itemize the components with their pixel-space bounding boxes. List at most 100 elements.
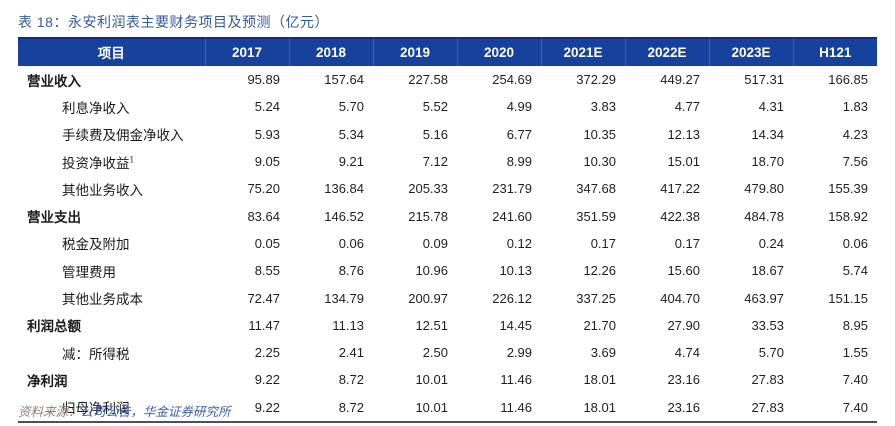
cell-value: 2.99 (506, 345, 532, 361)
cell-value: 1.55 (842, 345, 868, 361)
table-row: 其他业务成本 72.47 134.79 200.97 226.12 337.25 404.7… (18, 284, 877, 311)
cell-value: 15.60 (667, 263, 700, 279)
cell-value: 10.35 (583, 126, 616, 142)
cell-value: 205.33 (408, 181, 448, 197)
row-label: 营业收入 (27, 73, 81, 89)
cell-value: 12.26 (583, 263, 616, 279)
cell-value: 0.17 (674, 235, 700, 251)
row-label: 管理费用 (62, 264, 116, 280)
column-header-4: 2020 (456, 37, 541, 66)
cell-value: 14.45 (499, 317, 532, 333)
cell-value: 422.38 (660, 208, 700, 224)
cell-value: 0.12 (506, 235, 532, 251)
table-body: 营业收入 95.89 157.64 227.58 254.69 372.29 449.27 5… (18, 66, 877, 422)
cell-value: 351.59 (576, 208, 616, 224)
cell-value: 27.83 (751, 372, 784, 388)
table-row: 减：所得税 2.25 2.41 2.50 2.99 3.69 4.74 5.70 1.55 (18, 339, 877, 366)
table-row: 管理费用 8.55 8.76 10.96 10.13 12.26 15.60 18.67 5.7… (18, 257, 877, 284)
cell-value: 155.39 (828, 181, 868, 197)
table-row: 净利润 9.22 8.72 10.01 11.46 18.01 23.16 27.83 7.40 (18, 366, 877, 393)
column-header-7: 2023E (708, 37, 793, 66)
cell-value: 7.40 (842, 399, 868, 415)
column-header-2: 2018 (288, 37, 373, 66)
cell-value: 231.79 (492, 181, 532, 197)
cell-value: 463.97 (744, 290, 784, 306)
cell-value: 0.05 (254, 235, 280, 251)
cell-value: 215.78 (408, 208, 448, 224)
cell-value: 4.77 (674, 99, 700, 115)
cell-value: 372.29 (576, 72, 616, 88)
cell-value: 18.01 (583, 372, 616, 388)
cell-value: 479.80 (744, 181, 784, 197)
cell-value: 8.99 (506, 154, 532, 170)
table-row: 税金及附加 0.05 0.06 0.09 0.12 0.17 0.17 0.24 0.06 (18, 230, 877, 257)
cell-value: 158.92 (828, 208, 868, 224)
cell-value: 449.27 (660, 72, 700, 88)
cell-value: 5.34 (338, 126, 364, 142)
financial-table: 项目 2017 2018 2019 2020 2021E 2022E 2023E H121 营业… (18, 37, 877, 423)
cell-value: 5.70 (338, 99, 364, 115)
cell-value: 4.74 (674, 345, 700, 361)
source-label: 资料来源： (18, 405, 81, 419)
cell-value: 9.21 (338, 154, 364, 170)
cell-value: 200.97 (408, 290, 448, 306)
table-row: 手续费及佣金净收入 5.93 5.34 5.16 6.77 10.35 12.13 14.34… (18, 121, 877, 148)
column-header-5: 2021E (540, 37, 625, 66)
cell-value: 8.72 (338, 372, 364, 388)
cell-value: 4.23 (842, 126, 868, 142)
table-row: 归母净利润 9.22 8.72 10.01 11.46 18.01 23.16 27.83 7.… (18, 394, 877, 422)
cell-value: 7.56 (842, 154, 868, 170)
table-row: 利息净收入 5.24 5.70 5.52 4.99 3.83 4.77 4.31 1.83 (18, 93, 877, 120)
cell-value: 517.31 (744, 72, 784, 88)
cell-value: 5.52 (422, 99, 448, 115)
table-row: 其他业务收入 75.20 136.84 205.33 231.79 347.68 417.2… (18, 175, 877, 202)
cell-value: 4.99 (506, 99, 532, 115)
row-label: 归母净利润 (62, 401, 130, 417)
row-label: 投资净收益1 (62, 154, 134, 171)
cell-value: 5.74 (842, 263, 868, 279)
cell-value: 18.70 (751, 154, 784, 170)
column-header-6: 2022E (624, 37, 709, 66)
column-header-0: 项目 (18, 37, 205, 66)
cell-value: 10.96 (415, 263, 448, 279)
table-row: 利润总额 11.47 11.13 12.51 14.45 21.70 27.90 33.53 8… (18, 312, 877, 339)
cell-value: 3.83 (590, 99, 616, 115)
cell-value: 33.53 (751, 317, 784, 333)
cell-value: 15.01 (667, 154, 700, 170)
cell-value: 136.84 (324, 181, 364, 197)
cell-value: 5.24 (254, 99, 280, 115)
cell-value: 10.01 (415, 399, 448, 415)
cell-value: 11.13 (332, 317, 364, 333)
cell-value: 23.16 (667, 372, 700, 388)
cell-value: 8.55 (254, 263, 280, 279)
cell-value: 166.85 (828, 72, 868, 88)
table-row: 营业收入 95.89 157.64 227.58 254.69 372.29 449.27 5… (18, 66, 877, 93)
cell-value: 5.93 (254, 126, 280, 142)
cell-value: 5.16 (422, 126, 448, 142)
cell-value: 18.01 (583, 399, 616, 415)
cell-value: 226.12 (492, 290, 532, 306)
cell-value: 23.16 (667, 399, 700, 415)
cell-value: 404.70 (660, 290, 700, 306)
cell-value: 151.15 (828, 290, 868, 306)
table-header-row: 项目 2017 2018 2019 2020 2021E 2022E 2023E H121 (18, 37, 877, 66)
cell-value: 347.68 (576, 181, 616, 197)
cell-value: 337.25 (576, 290, 616, 306)
row-label: 净利润 (27, 373, 68, 389)
cell-value: 254.69 (492, 72, 532, 88)
cell-value: 484.78 (744, 208, 784, 224)
row-label: 手续费及佣金净收入 (62, 128, 184, 144)
cell-value: 0.06 (842, 235, 868, 251)
cell-value: 6.77 (506, 126, 532, 142)
cell-value: 7.40 (842, 372, 868, 388)
cell-value: 8.76 (338, 263, 364, 279)
cell-value: 417.22 (660, 181, 700, 197)
cell-value: 21.70 (583, 317, 616, 333)
row-label: 利息净收入 (62, 100, 130, 116)
cell-value: 27.83 (751, 399, 784, 415)
cell-value: 4.31 (758, 99, 784, 115)
row-label: 其他业务收入 (62, 182, 143, 198)
cell-value: 0.09 (422, 235, 448, 251)
cell-value: 0.06 (338, 235, 364, 251)
